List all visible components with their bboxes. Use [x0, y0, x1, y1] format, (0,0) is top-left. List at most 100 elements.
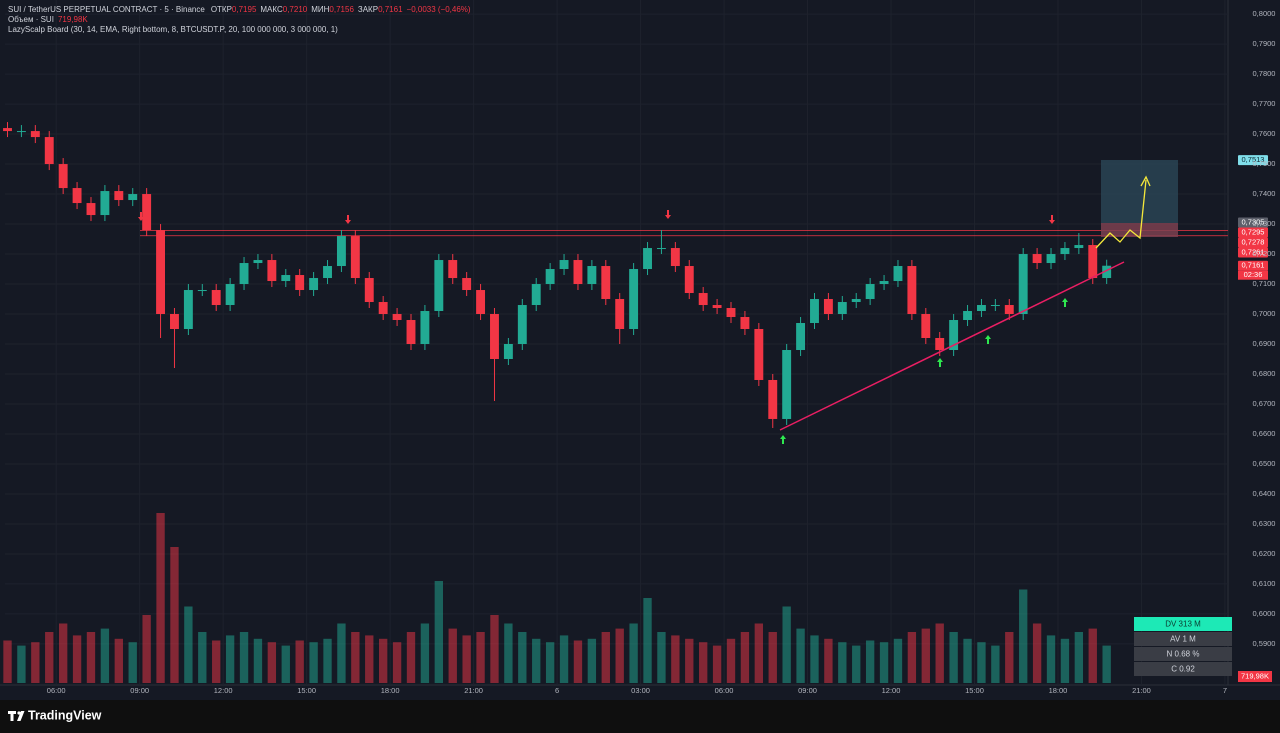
- volume-line: Объем · SUI 719,98K: [8, 15, 88, 24]
- candle-body: [615, 299, 625, 330]
- x-tick-label: 18:00: [1049, 686, 1068, 695]
- y-tick-label: 0,7400: [1253, 189, 1276, 198]
- x-tick-label: 03:00: [631, 686, 650, 695]
- volume-bar: [225, 635, 235, 683]
- volume-bar: [726, 638, 736, 683]
- candle-body: [336, 236, 346, 267]
- y-tick-label: 0,5900: [1253, 639, 1276, 648]
- volume-bar: [239, 632, 249, 683]
- candle-body: [309, 278, 319, 291]
- board-text: DV 313 M: [1165, 620, 1201, 629]
- brand-logo: [8, 711, 25, 721]
- up-arrow: [780, 435, 786, 444]
- volume-bar: [462, 635, 471, 683]
- volume-bar: [768, 632, 777, 683]
- volume-value: 719,98K: [58, 15, 88, 24]
- volume-bar: [86, 632, 96, 683]
- volume-bar: [253, 638, 263, 683]
- candle-body: [810, 299, 819, 324]
- volume-bar: [420, 623, 430, 683]
- volume-bar: [893, 638, 903, 683]
- candle-body: [392, 314, 402, 321]
- brand: TradingView: [28, 708, 102, 722]
- candle-body: [656, 248, 666, 250]
- volume-bar: [643, 598, 652, 683]
- candle-body: [225, 284, 235, 306]
- price-label-box: [1238, 260, 1268, 271]
- ohlc-value: 0,7156: [329, 5, 354, 14]
- candle-body: [587, 266, 597, 285]
- board-text: N 0.68 %: [1167, 650, 1200, 659]
- y-tick-label: 0,7800: [1253, 69, 1276, 78]
- volume-bar: [1088, 628, 1097, 683]
- candle-body: [72, 188, 82, 204]
- volume-bar: [72, 635, 82, 683]
- candle-body: [698, 293, 708, 306]
- volume-bar: [1019, 589, 1028, 683]
- volume-bar: [448, 628, 457, 683]
- volume-bar: [114, 638, 123, 683]
- candle-body: [1032, 254, 1042, 264]
- candle-body: [114, 191, 124, 201]
- candle-body: [935, 338, 945, 350]
- candle-body: [448, 260, 458, 279]
- candle-body: [86, 203, 96, 216]
- volume-bar: [963, 638, 972, 683]
- volume-bar: [17, 645, 26, 683]
- volume-bar: [100, 628, 110, 683]
- volume-bar: [782, 606, 791, 683]
- candle-body: [684, 266, 694, 294]
- candle-body: [142, 194, 152, 231]
- y-tick-label: 0,6500: [1253, 459, 1276, 468]
- volume-bar: [323, 638, 332, 683]
- candle-body: [503, 343, 513, 359]
- board-text: C 0.92: [1171, 665, 1195, 674]
- header-line: SUI / TetherUS PERPETUAL CONTRACT · 5 · …: [8, 5, 471, 14]
- volume-bar: [935, 623, 944, 683]
- candle-body: [1102, 265, 1112, 279]
- y-tick-label: 0,7700: [1253, 99, 1276, 108]
- candle-body: [30, 131, 40, 138]
- volume-bar: [615, 628, 624, 683]
- volume-marker-box: [1238, 671, 1272, 682]
- volume-bar: [156, 513, 165, 683]
- y-tick-label: 0,6400: [1253, 489, 1276, 498]
- price-label: 0,7295: [1242, 228, 1265, 237]
- volume-bar: [58, 623, 68, 683]
- x-tick-label: 12:00: [882, 686, 901, 695]
- volume-bar: [378, 638, 388, 683]
- candle-body: [796, 323, 806, 350]
- y-tick-label: 0,6700: [1253, 399, 1276, 408]
- volume-bar: [629, 623, 638, 683]
- volume-bar: [532, 638, 541, 683]
- volume-bar: [559, 635, 569, 683]
- volume-bar: [337, 623, 346, 683]
- y-tick-label: 0,7900: [1253, 39, 1276, 48]
- candle-body: [434, 260, 444, 312]
- volume-bar: [1074, 632, 1084, 683]
- volume-bar: [476, 632, 485, 683]
- candle-body: [197, 290, 207, 292]
- price-label-box: [1238, 155, 1268, 166]
- candle-body: [3, 128, 12, 132]
- volume-bar: [1005, 632, 1014, 683]
- volume-bar: [434, 581, 443, 683]
- candle-body: [267, 260, 277, 282]
- countdown: 02:36: [1244, 270, 1263, 279]
- buy-arrows: [780, 298, 1068, 444]
- candle-body: [837, 302, 847, 315]
- volume-bar: [128, 642, 137, 683]
- volume-bar: [490, 615, 499, 683]
- candle-body: [531, 284, 541, 306]
- volume-bar: [545, 642, 555, 683]
- up-arrow: [1062, 298, 1068, 307]
- y-tick-label: 0,7100: [1253, 279, 1276, 288]
- price-label-box: [1238, 237, 1268, 248]
- candle-body: [949, 320, 959, 350]
- resistance-zone: [1101, 223, 1178, 237]
- candle-body: [601, 266, 611, 300]
- volume-bar: [198, 632, 207, 683]
- candle-body: [1088, 245, 1098, 279]
- volume-bar: [685, 638, 694, 683]
- volume-bar: [1032, 623, 1042, 683]
